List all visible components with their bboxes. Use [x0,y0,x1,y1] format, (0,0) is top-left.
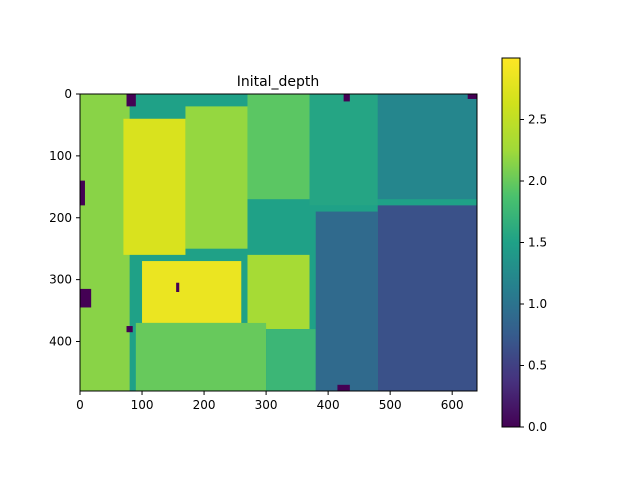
colorbar-tick-label: 1.5 [528,236,547,250]
x-tick-label: 0 [76,398,84,412]
x-tick-label: 600 [441,398,464,412]
heatmap-cell [142,261,242,323]
heatmap-area [80,94,477,391]
x-tick-label: 400 [317,398,340,412]
heatmap-cell [123,118,186,255]
heatmap-cell [247,94,310,200]
colorbar-tick-label: 0.5 [528,359,547,373]
heatmap-cell [185,106,248,249]
colorbar-tick-label: 2.0 [528,174,547,188]
heatmap-zero-cell [126,326,133,333]
heatmap-cell [377,205,477,391]
y-axis: 0 100 200 300 400 [49,87,80,349]
heatmap-zero-cell [337,384,350,391]
y-tick-label: 100 [49,149,72,163]
heatmap-cell [315,211,378,391]
heatmap-cell [80,94,130,391]
heatmap-zero-cell [343,94,350,102]
heatmap-zero-cell [126,94,136,107]
x-axis: 0 100 200 300 400 500 600 [76,391,464,412]
heatmap-zero-cell [467,94,477,99]
x-tick-label: 100 [131,398,154,412]
heatmap-zero-cell [176,282,180,292]
colorbar-tick-label: 0.0 [528,420,547,434]
heatmap-cell [309,94,378,206]
y-tick-label: 0 [64,87,72,101]
colorbar-tick-label: 2.5 [528,113,547,127]
y-tick-label: 400 [49,335,72,349]
heatmap-cell [266,329,316,391]
x-tick-label: 500 [379,398,402,412]
heatmap-cell [135,322,267,391]
heatmap-zero-cell [80,288,92,308]
heatmap-zero-cell [80,180,85,206]
heatmap-cell [247,254,310,330]
colorbar-tick-label: 1.0 [528,297,547,311]
colorbar [501,57,521,428]
x-tick-label: 300 [255,398,278,412]
plot-frame [79,93,478,392]
colorbar-axis: 0.0 0.5 1.0 1.5 2.0 2.5 [520,113,547,434]
chart-title: Inital_depth [237,74,320,90]
y-tick-label: 300 [49,273,72,287]
y-tick-label: 200 [49,211,72,225]
heatmap-cell [377,94,477,200]
x-tick-label: 200 [193,398,216,412]
